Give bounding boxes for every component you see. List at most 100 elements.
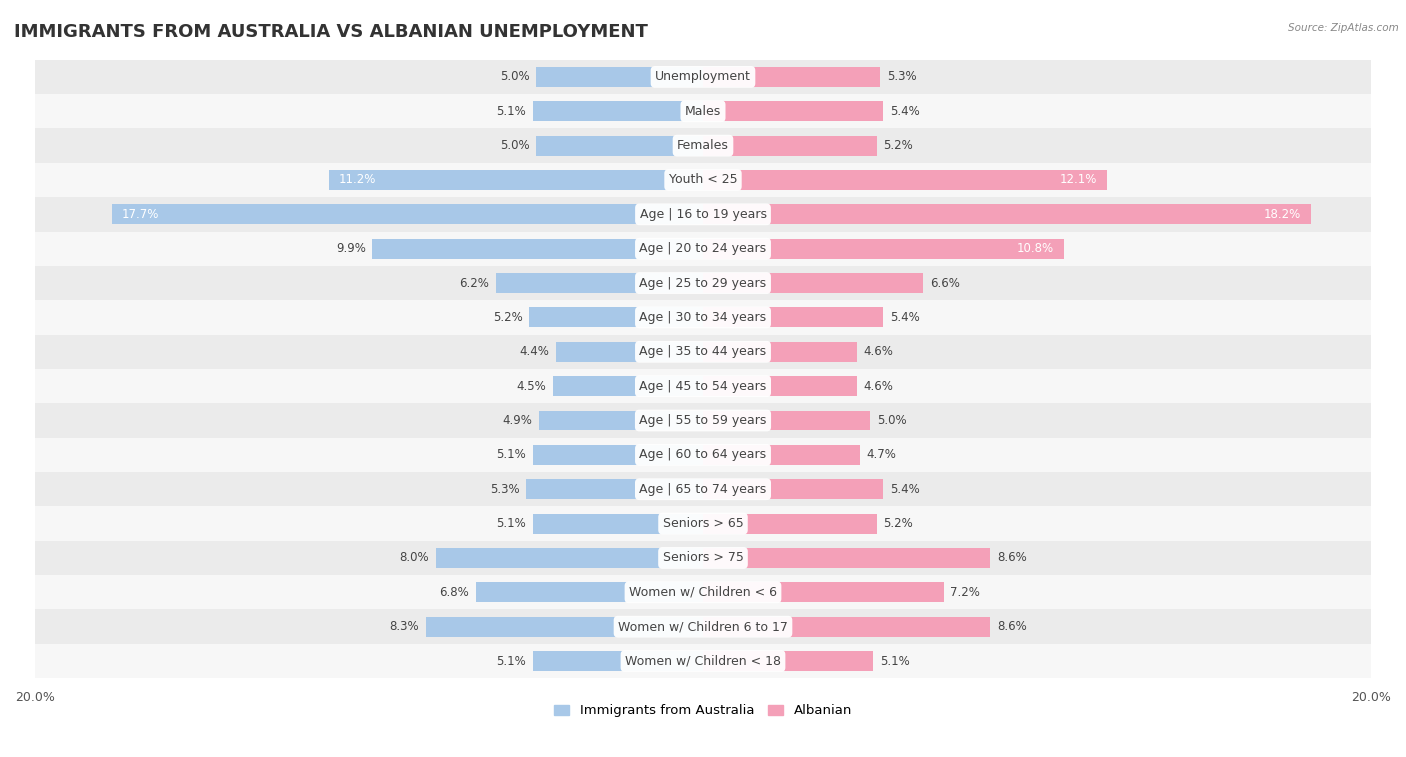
Bar [35,506,1371,540]
Bar [540,410,703,431]
Bar [555,342,703,362]
Bar [35,301,1371,335]
Text: 8.6%: 8.6% [997,620,1026,633]
Text: IMMIGRANTS FROM AUSTRALIA VS ALBANIAN UNEMPLOYMENT: IMMIGRANTS FROM AUSTRALIA VS ALBANIAN UN… [14,23,648,41]
Bar [703,273,924,293]
Bar [35,472,1371,506]
Bar [703,410,870,431]
Bar [35,438,1371,472]
Text: 5.2%: 5.2% [883,139,912,152]
Text: 5.0%: 5.0% [499,70,529,83]
Bar [436,548,703,568]
Text: Age | 55 to 59 years: Age | 55 to 59 years [640,414,766,427]
Text: 5.3%: 5.3% [887,70,917,83]
Text: Unemployment: Unemployment [655,70,751,83]
Bar [35,266,1371,301]
Text: 7.2%: 7.2% [950,586,980,599]
Bar [35,163,1371,197]
Text: 4.5%: 4.5% [516,380,546,393]
Bar [111,204,703,224]
Bar [533,514,703,534]
Text: Women w/ Children < 18: Women w/ Children < 18 [626,655,780,668]
Text: 8.6%: 8.6% [997,551,1026,565]
Bar [703,307,883,327]
Bar [35,609,1371,644]
Bar [703,342,856,362]
Text: 9.9%: 9.9% [336,242,366,255]
Text: 4.6%: 4.6% [863,380,893,393]
Text: Women w/ Children 6 to 17: Women w/ Children 6 to 17 [619,620,787,633]
Text: 18.2%: 18.2% [1264,208,1301,221]
Bar [475,582,703,603]
Bar [35,232,1371,266]
Bar [526,479,703,499]
Bar [703,582,943,603]
Text: 6.2%: 6.2% [460,276,489,290]
Bar [703,136,877,156]
Text: 8.0%: 8.0% [399,551,429,565]
Bar [703,479,883,499]
Bar [35,644,1371,678]
Text: 5.4%: 5.4% [890,311,920,324]
Text: Source: ZipAtlas.com: Source: ZipAtlas.com [1288,23,1399,33]
Bar [703,651,873,671]
Text: 8.3%: 8.3% [389,620,419,633]
Text: 5.0%: 5.0% [877,414,907,427]
Bar [703,376,856,396]
Bar [703,204,1310,224]
Bar [536,67,703,87]
Text: Age | 16 to 19 years: Age | 16 to 19 years [640,208,766,221]
Text: Females: Females [678,139,728,152]
Text: 6.6%: 6.6% [931,276,960,290]
Text: 5.4%: 5.4% [890,104,920,118]
Bar [35,369,1371,403]
Bar [703,514,877,534]
Text: 5.1%: 5.1% [496,104,526,118]
Bar [426,617,703,637]
Text: 10.8%: 10.8% [1017,242,1053,255]
Bar [35,60,1371,94]
Text: Women w/ Children < 6: Women w/ Children < 6 [628,586,778,599]
Bar [536,136,703,156]
Text: 5.1%: 5.1% [880,655,910,668]
Text: 11.2%: 11.2% [339,173,377,186]
Text: 5.1%: 5.1% [496,448,526,461]
Bar [703,101,883,121]
Text: 5.0%: 5.0% [499,139,529,152]
Text: Seniors > 65: Seniors > 65 [662,517,744,530]
Bar [529,307,703,327]
Bar [703,67,880,87]
Text: 4.6%: 4.6% [863,345,893,358]
Text: 6.8%: 6.8% [440,586,470,599]
Text: 5.1%: 5.1% [496,655,526,668]
Bar [35,540,1371,575]
Text: 5.2%: 5.2% [883,517,912,530]
Bar [703,238,1064,259]
Text: 4.9%: 4.9% [503,414,533,427]
Bar [35,575,1371,609]
Bar [35,335,1371,369]
Bar [496,273,703,293]
Text: Age | 60 to 64 years: Age | 60 to 64 years [640,448,766,461]
Bar [533,445,703,465]
Bar [35,94,1371,129]
Text: 5.2%: 5.2% [494,311,523,324]
Text: Age | 45 to 54 years: Age | 45 to 54 years [640,380,766,393]
Text: Age | 30 to 34 years: Age | 30 to 34 years [640,311,766,324]
Text: Males: Males [685,104,721,118]
Text: 4.7%: 4.7% [866,448,897,461]
Bar [35,403,1371,438]
Bar [703,548,990,568]
Bar [373,238,703,259]
Text: 5.1%: 5.1% [496,517,526,530]
Bar [533,651,703,671]
Bar [703,617,990,637]
Text: Age | 35 to 44 years: Age | 35 to 44 years [640,345,766,358]
Bar [703,170,1107,190]
Bar [329,170,703,190]
Bar [533,101,703,121]
Text: Youth < 25: Youth < 25 [669,173,737,186]
Text: 12.1%: 12.1% [1060,173,1097,186]
Bar [703,445,860,465]
Legend: Immigrants from Australia, Albanian: Immigrants from Australia, Albanian [548,699,858,723]
